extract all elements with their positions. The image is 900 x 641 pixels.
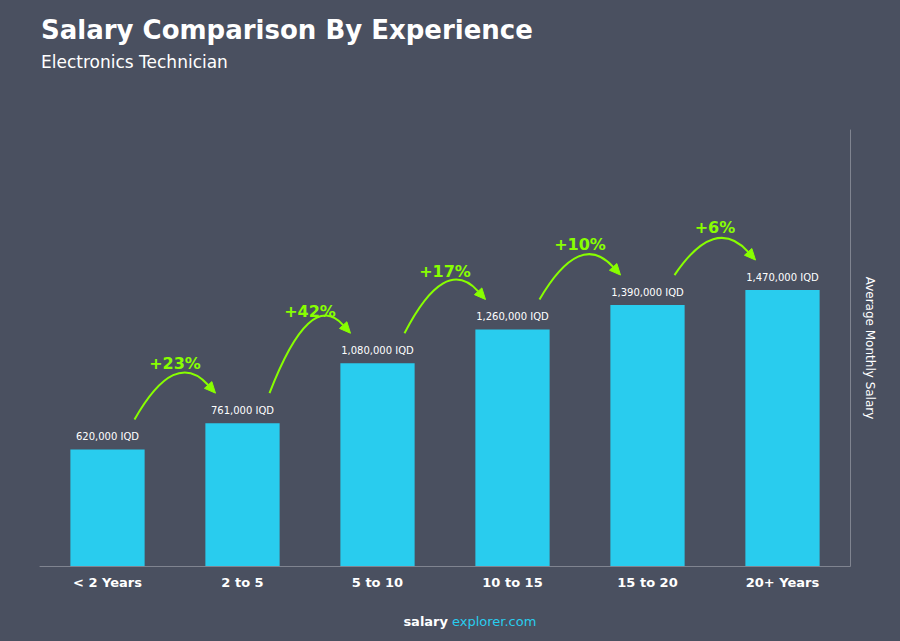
svg-text:+42%: +42% bbox=[284, 302, 336, 321]
svg-text:1,470,000 IQD: 1,470,000 IQD bbox=[746, 272, 819, 283]
svg-text:761,000 IQD: 761,000 IQD bbox=[211, 405, 274, 416]
svg-text:1,080,000 IQD: 1,080,000 IQD bbox=[341, 345, 414, 356]
svg-text:5 to 10: 5 to 10 bbox=[352, 575, 403, 590]
svg-text:Salary Comparison By Experienc: Salary Comparison By Experience bbox=[41, 15, 533, 45]
svg-text:< 2 Years: < 2 Years bbox=[73, 575, 142, 590]
svg-text:+10%: +10% bbox=[554, 235, 606, 254]
svg-text:+23%: +23% bbox=[149, 354, 201, 373]
svg-text:Electronics Technician: Electronics Technician bbox=[41, 52, 228, 72]
svg-text:Average Monthly Salary: Average Monthly Salary bbox=[863, 277, 877, 420]
svg-text:+6%: +6% bbox=[695, 218, 736, 237]
svg-text:10 to 15: 10 to 15 bbox=[482, 575, 542, 590]
svg-text:20+ Years: 20+ Years bbox=[746, 575, 820, 590]
svg-text:1,390,000 IQD: 1,390,000 IQD bbox=[611, 287, 684, 298]
svg-text:2 to 5: 2 to 5 bbox=[221, 575, 263, 590]
svg-text:15 to 20: 15 to 20 bbox=[617, 575, 677, 590]
svg-text:salary: salary bbox=[403, 614, 448, 629]
svg-text:620,000 IQD: 620,000 IQD bbox=[76, 431, 139, 442]
svg-text:+17%: +17% bbox=[419, 262, 471, 281]
svg-text:explorer.com: explorer.com bbox=[452, 614, 536, 629]
svg-text:1,260,000 IQD: 1,260,000 IQD bbox=[476, 311, 549, 322]
